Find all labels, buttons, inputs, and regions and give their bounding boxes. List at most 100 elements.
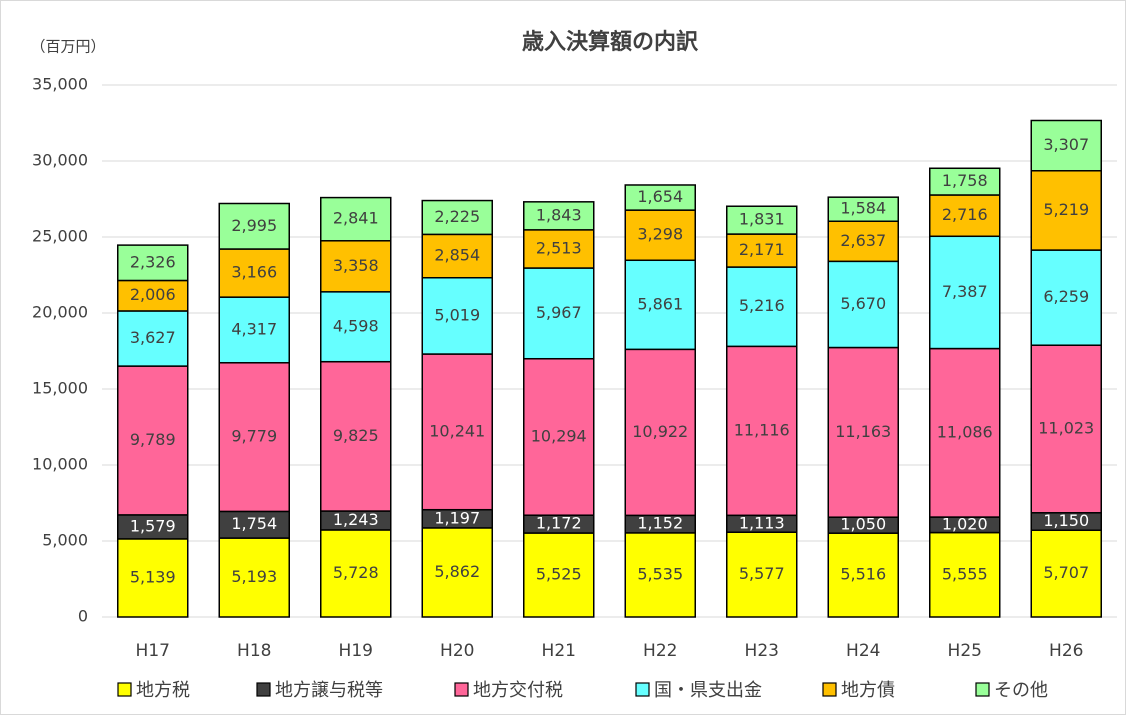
bar-segment [827, 220, 899, 263]
legend-swatch [454, 682, 469, 697]
bar-segment [218, 202, 290, 250]
data-label: 10,241 [429, 421, 485, 440]
bar-segment [421, 527, 493, 618]
data-label: 5,139 [130, 567, 176, 586]
bar-segment [218, 296, 290, 364]
data-label: 5,555 [942, 564, 988, 583]
data-label: 1,843 [536, 205, 582, 224]
data-label: 1,579 [130, 516, 176, 535]
bar-segment [218, 248, 290, 298]
data-label: 2,841 [333, 209, 379, 228]
bar-segment [523, 229, 595, 269]
bar-segment [218, 537, 290, 618]
x-tick-label: H22 [643, 641, 677, 661]
data-label: 1,758 [942, 171, 988, 190]
data-label: 6,259 [1043, 287, 1089, 306]
data-label: 9,779 [231, 427, 277, 446]
y-tick-label: 15,000 [32, 379, 88, 398]
y-tick-label: 30,000 [32, 151, 88, 170]
data-label: 1,197 [434, 508, 480, 527]
x-tick-label: H23 [745, 641, 779, 661]
bar-segment [624, 184, 696, 211]
data-label: 11,023 [1038, 418, 1094, 437]
data-label: 5,577 [739, 564, 785, 583]
data-label: 2,716 [942, 205, 988, 224]
bar-segment [421, 353, 493, 511]
bar-segment [1030, 344, 1102, 514]
legend-label: 地方譲与税等 [275, 680, 383, 701]
bar-segment [726, 266, 798, 348]
bar-segment [1030, 529, 1102, 618]
data-label: 7,387 [942, 282, 988, 301]
data-label: 10,922 [632, 422, 688, 441]
data-label: 5,707 [1043, 563, 1089, 582]
data-label: 4,317 [231, 319, 277, 338]
legend-swatch [635, 682, 650, 697]
data-label: 2,995 [231, 216, 277, 235]
data-label: 1,754 [231, 514, 277, 533]
legend-label: 地方税 [136, 680, 190, 701]
legend-label: 地方交付税 [473, 680, 563, 701]
y-tick-label: 20,000 [32, 303, 88, 322]
bar-segment [929, 531, 1001, 618]
data-label: 3,307 [1043, 135, 1089, 154]
data-label: 3,298 [637, 225, 683, 244]
legend-swatch [117, 682, 132, 697]
bar-segment [320, 360, 392, 512]
bar-segment [523, 532, 595, 618]
bar-segment [421, 199, 493, 236]
data-label: 1,050 [840, 515, 886, 534]
bar-segment [929, 167, 1001, 196]
bar-segment [929, 194, 1001, 238]
data-label: 1,654 [637, 187, 683, 206]
bar-segment [1030, 249, 1102, 346]
data-label: 1,243 [333, 510, 379, 529]
bar-segment [218, 362, 290, 513]
data-label: 2,225 [434, 207, 480, 226]
y-tick-label: 35,000 [32, 75, 88, 94]
x-tick-label: H20 [440, 641, 474, 661]
data-label: 2,171 [739, 240, 785, 259]
data-label: 5,967 [536, 303, 582, 322]
data-label: 5,193 [231, 567, 277, 586]
y-tick-label: 5,000 [42, 531, 88, 550]
data-label: 1,020 [942, 514, 988, 533]
chart-title: 歳入決算額の内訳 [522, 29, 699, 55]
bar-segment [726, 205, 798, 235]
legend-label: その他 [994, 680, 1048, 701]
data-label: 3,166 [231, 263, 277, 282]
data-label: 2,006 [130, 285, 176, 304]
data-label: 2,637 [840, 231, 886, 250]
legend-swatch [822, 682, 837, 697]
x-tick-label: H18 [237, 641, 271, 661]
bar-segment [624, 259, 696, 351]
data-label: 1,150 [1043, 511, 1089, 530]
data-label: 5,535 [637, 564, 683, 583]
bar-segment [117, 365, 189, 516]
data-label: 11,163 [835, 422, 891, 441]
legend-swatch [975, 682, 990, 697]
bar-segment [218, 510, 290, 539]
legend-swatch [256, 682, 271, 697]
x-tick-label: H25 [948, 641, 982, 661]
bar-segment [320, 291, 392, 363]
data-label: 11,086 [937, 422, 993, 441]
bar-segment [726, 233, 798, 268]
bar-segment [117, 514, 189, 540]
bar-segment [1030, 119, 1102, 172]
data-label: 1,152 [637, 514, 683, 533]
bar-segment [523, 201, 595, 231]
data-label: 5,670 [840, 294, 886, 313]
data-label: 1,172 [536, 514, 582, 533]
y-tick-label: 10,000 [32, 455, 88, 474]
x-tick-label: H17 [136, 641, 170, 661]
unit-label: （百万円） [30, 38, 105, 56]
data-label: 5,216 [739, 296, 785, 315]
data-label: 3,627 [130, 328, 176, 347]
bar-segment [117, 244, 189, 282]
bar-segment [827, 346, 899, 518]
data-label: 5,525 [536, 565, 582, 584]
bar-segment [117, 310, 189, 367]
data-label: 11,116 [734, 420, 790, 439]
